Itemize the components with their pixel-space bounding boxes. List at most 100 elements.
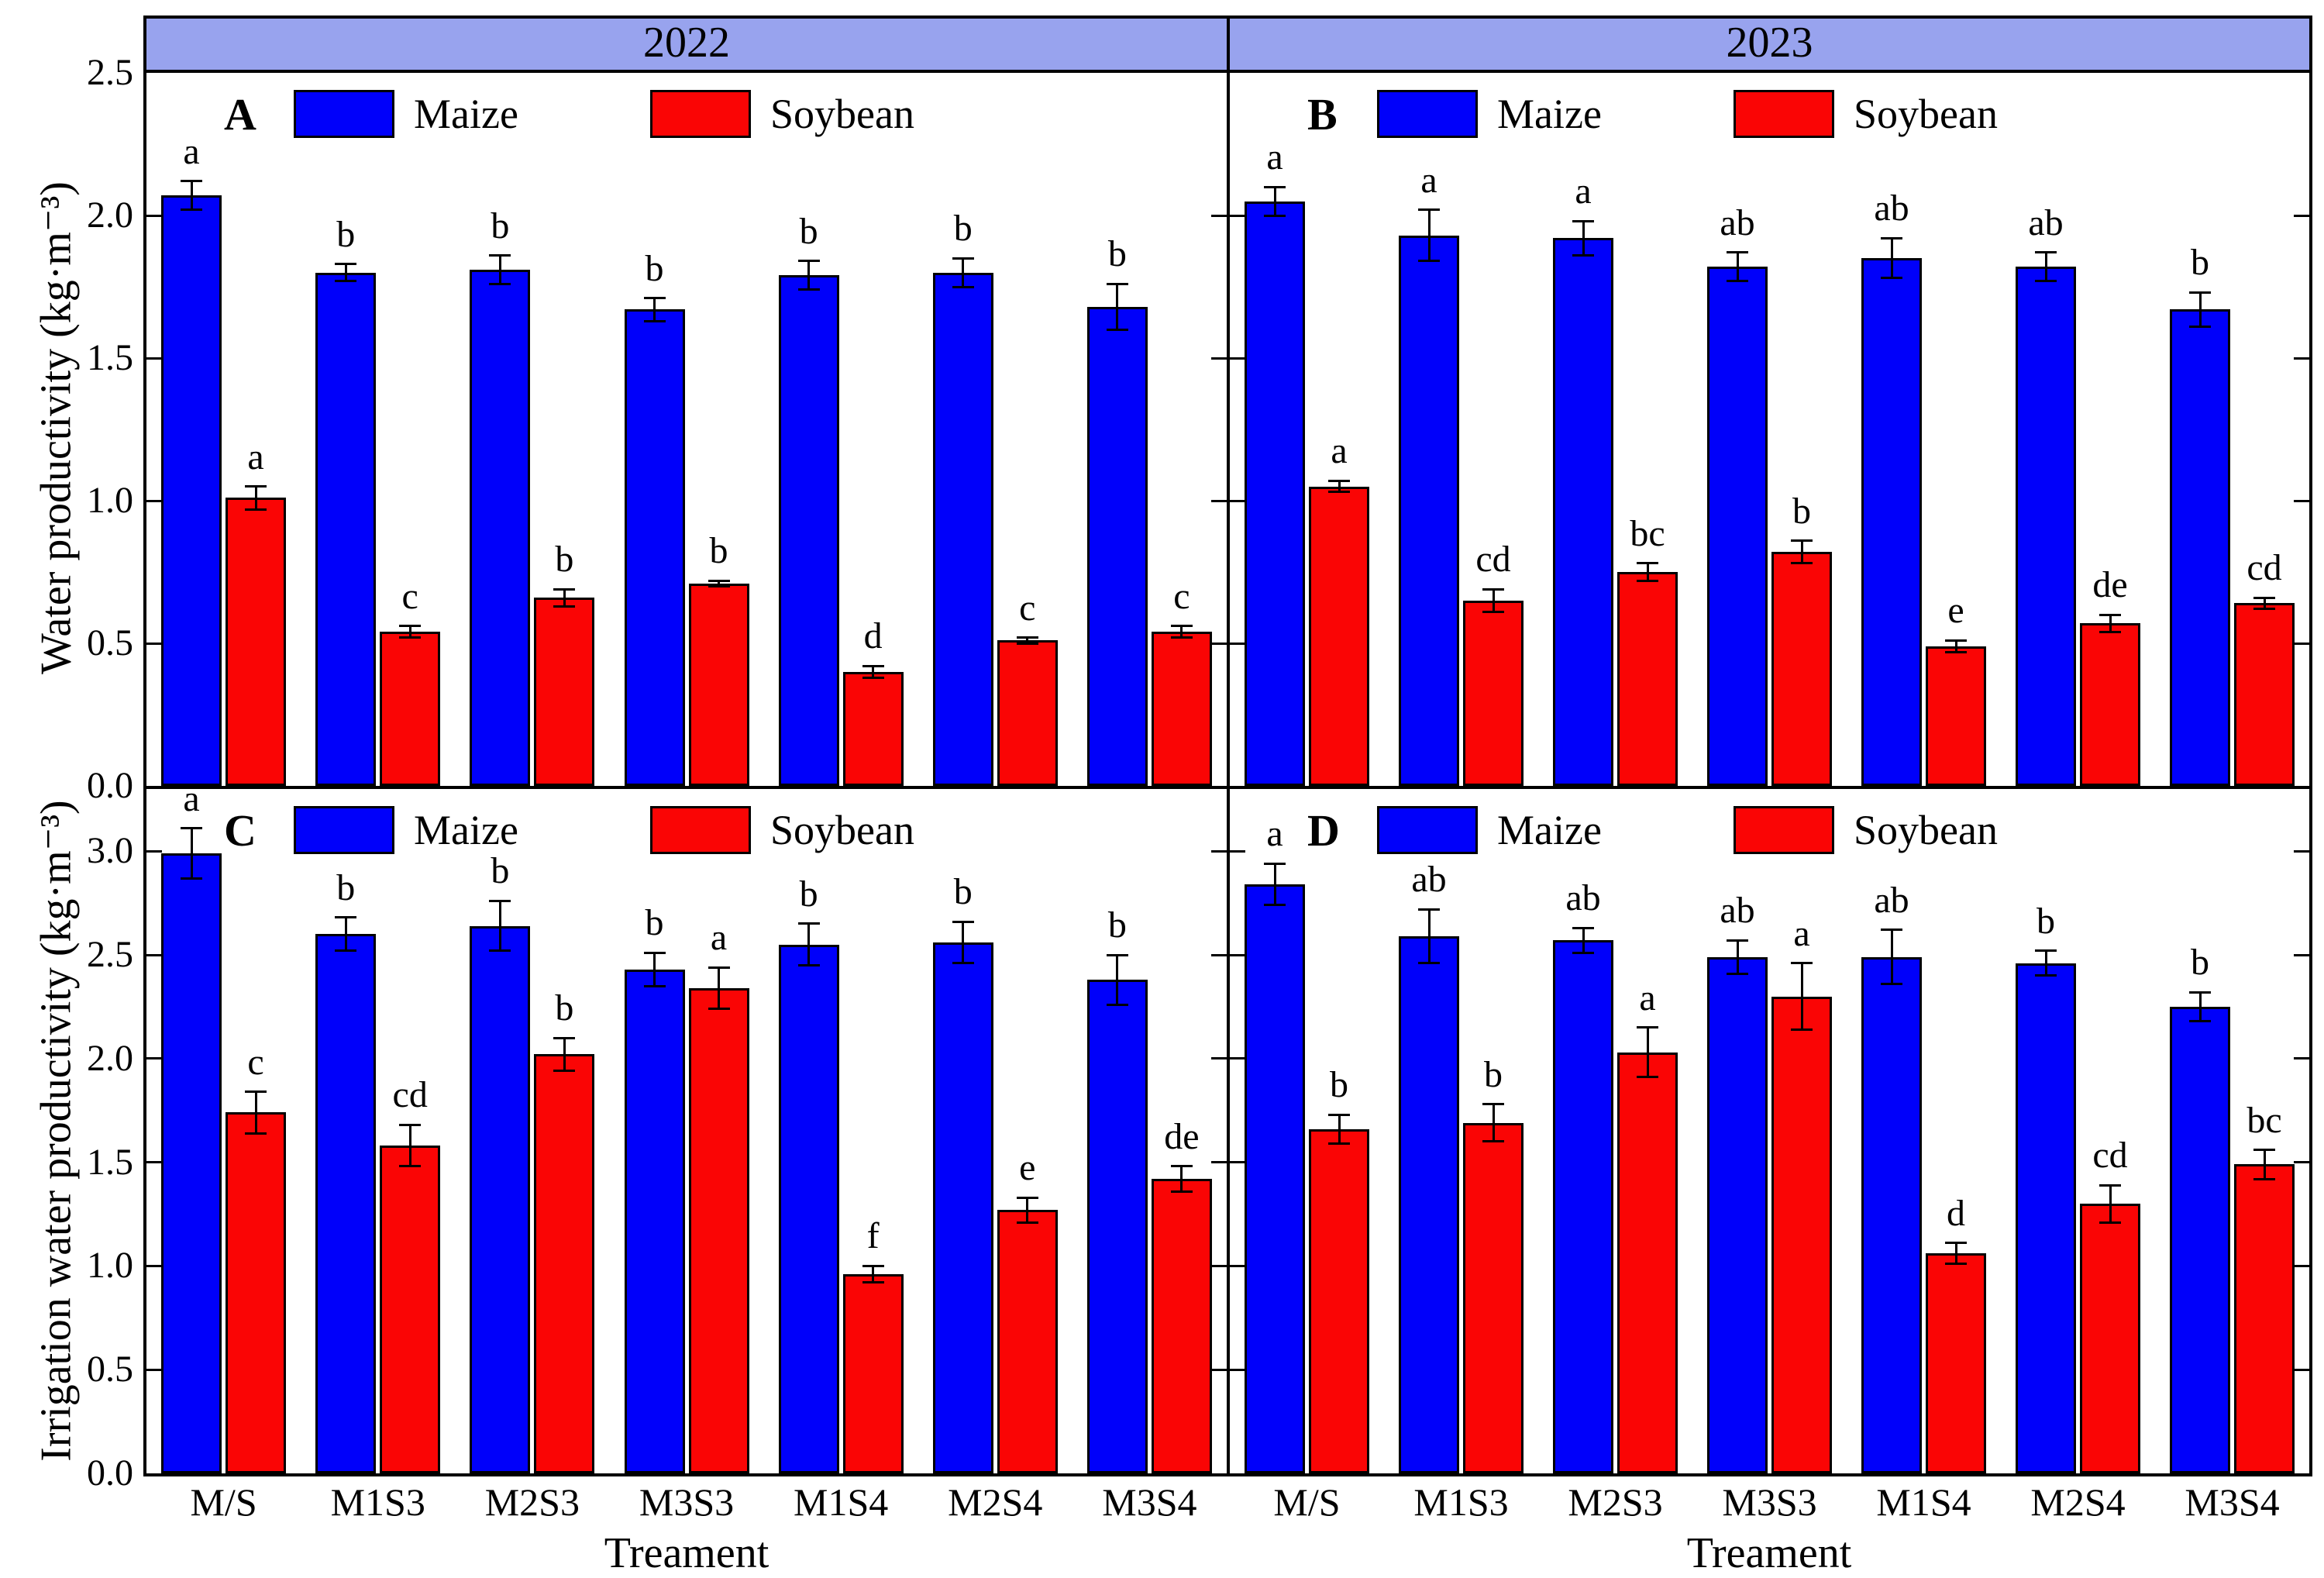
x-tick-label: M3S3 bbox=[639, 1480, 735, 1524]
sig-letter: cd bbox=[392, 1074, 428, 1116]
bar-soybean-M1S3 bbox=[1463, 1122, 1524, 1473]
bar-soybean-M1S3 bbox=[380, 632, 441, 786]
error-bar-cap bbox=[708, 584, 730, 587]
error-bar-cap bbox=[708, 1008, 730, 1011]
y-tick bbox=[1230, 1057, 1245, 1060]
error-bar-cap bbox=[1106, 1003, 1128, 1006]
error-bar-cap bbox=[952, 920, 974, 923]
error-bar bbox=[408, 625, 411, 638]
sig-letter: e bbox=[1947, 590, 1964, 632]
bar-soybean-M2S3 bbox=[1617, 572, 1678, 786]
error-bar bbox=[498, 901, 501, 951]
bar-maize-M/S bbox=[1245, 201, 1305, 786]
sig-letter: ab bbox=[1411, 859, 1447, 901]
error-bar-cap bbox=[1727, 251, 1748, 254]
error-bar-cap bbox=[1264, 185, 1286, 188]
error-bar-cap bbox=[1328, 1142, 1350, 1146]
error-bar bbox=[1646, 1027, 1649, 1077]
bar-maize-M1S3 bbox=[315, 272, 377, 786]
error-bar-cap bbox=[1328, 479, 1350, 482]
error-bar bbox=[344, 917, 347, 951]
error-bar-cap bbox=[1572, 219, 1594, 222]
bar-maize-M3S4 bbox=[1086, 980, 1148, 1473]
error-bar-cap bbox=[489, 949, 511, 953]
error-bar-cap bbox=[1170, 625, 1193, 628]
error-bar-cap bbox=[1945, 639, 1967, 642]
bar-soybean-M2S3 bbox=[534, 598, 595, 786]
bar-maize-M1S4 bbox=[1861, 258, 1922, 786]
error-bar-cap bbox=[1418, 908, 1440, 911]
error-bar-cap bbox=[553, 605, 576, 608]
legend-soybean-swatch bbox=[650, 90, 751, 138]
error-bar-cap bbox=[1106, 953, 1128, 956]
y-tick bbox=[1230, 642, 1245, 645]
panel-letter-B: B bbox=[1307, 89, 1338, 140]
error-bar bbox=[653, 298, 656, 322]
legend-soybean-swatch bbox=[1734, 806, 1834, 854]
error-bar-cap bbox=[952, 962, 974, 965]
y-tick bbox=[1230, 499, 1245, 502]
error-bar-cap bbox=[1264, 904, 1286, 907]
y-tick bbox=[146, 642, 162, 645]
sig-letter: b bbox=[555, 539, 574, 581]
error-bar-cap bbox=[952, 257, 974, 260]
error-bar-cap bbox=[1170, 1165, 1193, 1168]
error-bar-cap bbox=[862, 1264, 884, 1267]
x-tick-label: M/S bbox=[1273, 1480, 1341, 1524]
error-bar bbox=[2198, 992, 2202, 1022]
error-bar-cap bbox=[1637, 562, 1658, 565]
sig-letter: a bbox=[1420, 159, 1437, 201]
error-bar-cap bbox=[1945, 1263, 1967, 1266]
bar-soybean-M1S4 bbox=[842, 1274, 904, 1473]
error-bar-cap bbox=[2189, 1020, 2211, 1023]
sig-letter: b bbox=[1107, 904, 1127, 946]
error-bar bbox=[1492, 1104, 1495, 1142]
sig-letter: b bbox=[953, 871, 973, 913]
y-tick bbox=[146, 1057, 162, 1060]
bar-soybean-M/S bbox=[1309, 1128, 1369, 1473]
sig-letter: c bbox=[247, 1041, 264, 1083]
error-bar bbox=[1116, 284, 1119, 330]
error-bar-cap bbox=[862, 676, 884, 679]
bar-soybean-M1S4 bbox=[842, 671, 904, 786]
bar-soybean-M2S4 bbox=[997, 640, 1058, 786]
sig-letter: de bbox=[2092, 564, 2128, 606]
error-bar-cap bbox=[643, 984, 666, 987]
error-bar bbox=[498, 255, 501, 284]
error-bar bbox=[1954, 640, 1957, 653]
sig-letter: b bbox=[491, 205, 510, 246]
x-tick-label: M2S3 bbox=[484, 1480, 580, 1524]
error-bar-cap bbox=[2035, 949, 2057, 953]
error-bar-cap bbox=[2189, 291, 2211, 294]
sig-letter: ab bbox=[1720, 890, 1755, 932]
error-bar-cap bbox=[643, 297, 666, 300]
error-bar-cap bbox=[335, 263, 357, 266]
error-bar-cap bbox=[489, 899, 511, 902]
bar-maize-M/S bbox=[161, 195, 222, 786]
sig-letter: b bbox=[2191, 242, 2209, 284]
bar-maize-M3S3 bbox=[624, 969, 685, 1473]
error-bar-cap bbox=[553, 587, 576, 591]
error-bar-cap bbox=[797, 260, 820, 263]
y-tick-label: 0.5 bbox=[87, 622, 133, 663]
x-tick-label: M2S4 bbox=[2030, 1480, 2126, 1524]
bar-soybean-M1S4 bbox=[1926, 1253, 1986, 1473]
y-tick bbox=[2294, 357, 2309, 360]
error-bar-cap bbox=[952, 285, 974, 288]
error-bar-cap bbox=[1016, 1196, 1038, 1199]
error-bar-cap bbox=[2099, 613, 2121, 616]
error-bar bbox=[872, 666, 875, 678]
error-bar-cap bbox=[1791, 1028, 1813, 1031]
y-tick bbox=[1211, 849, 1227, 853]
y-tick bbox=[146, 953, 162, 956]
error-bar bbox=[807, 260, 811, 290]
bar-soybean-M3S4 bbox=[1151, 632, 1212, 786]
error-bar bbox=[408, 1125, 411, 1166]
sig-letter: a bbox=[183, 777, 200, 819]
y-tick-label: 0.0 bbox=[87, 765, 133, 806]
error-bar-cap bbox=[1016, 636, 1038, 639]
sig-letter: b bbox=[1330, 1064, 1348, 1106]
bar-soybean-M2S4 bbox=[2080, 1204, 2140, 1473]
legend-soybean-label: Soybean bbox=[770, 91, 914, 137]
error-bar-cap bbox=[1791, 562, 1813, 565]
